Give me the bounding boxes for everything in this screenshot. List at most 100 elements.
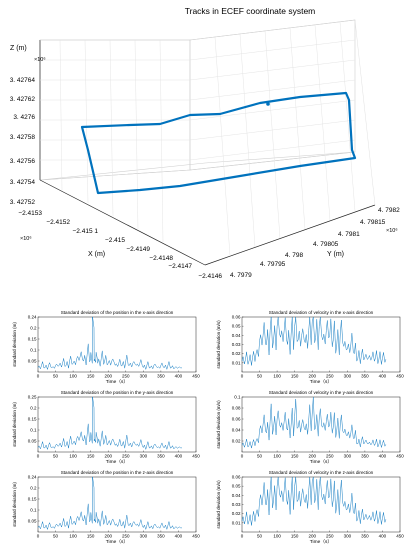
y-tick-label: 0.1 (30, 428, 37, 433)
z-tick: 3. 4276 (13, 114, 35, 121)
y-tick: 4. 798 (285, 252, 303, 259)
x-tick: −2.415 1 (73, 228, 99, 235)
y-tick-label: 0.1 (30, 348, 37, 353)
y-tick-label: 0.05 (28, 359, 37, 364)
x-tick-label: 0 (241, 454, 244, 459)
x-tick-label: 200 (308, 534, 316, 539)
y-tick-label: 0.08 (232, 406, 241, 411)
x-tick-label: 100 (69, 454, 77, 459)
z-exponent: ×10⁶ (34, 56, 46, 63)
back-pane-left (39, 39, 191, 181)
right-edge (354, 19, 376, 206)
pos-z-chart: Standard deviation of the position in th… (10, 468, 202, 544)
y-tick: 4. 79805 (313, 241, 339, 248)
vel-y-svg: Standard deviation of velocity in the y-… (216, 390, 404, 464)
x-tick-label: 450 (192, 534, 200, 539)
y-tick-label: 0.03 (232, 342, 241, 347)
x-tick-label: 350 (157, 454, 165, 459)
y-tick-label: 0.06 (232, 315, 241, 320)
x-tick-label: 200 (104, 374, 112, 379)
y-tick-label: 0.02 (232, 511, 241, 516)
z-tick: 3. 42756 (10, 158, 36, 165)
x-tick-label: 150 (87, 534, 95, 539)
x-tick-label: 100 (273, 534, 281, 539)
y-tick-label: 0.02 (232, 351, 241, 356)
pos-z-svg: Standard deviation of the position in th… (12, 470, 200, 544)
y-tick-label: 0.01 (232, 360, 241, 365)
x-tick-label: 50 (257, 454, 263, 459)
vel-x-svg: Standard deviation of velocity in the x-… (216, 310, 404, 384)
x-tick-label: 0 (37, 454, 40, 459)
x-tick-label: 0 (241, 534, 244, 539)
y-tick-label: 0.05 (232, 484, 241, 489)
y-tick-label: 0.06 (232, 475, 241, 480)
x-tick-label: 50 (53, 534, 59, 539)
x-exponent: ×10⁶ (20, 235, 32, 242)
pos-x-chart: Standard deviation of the position in th… (10, 308, 202, 384)
x-tick-label: 100 (69, 374, 77, 379)
subplot-title: Standard deviation of the position in th… (61, 310, 174, 315)
x-tick-label: 100 (69, 534, 77, 539)
subplot-title: Standard deviation of velocity in the x-… (269, 310, 374, 315)
x-axis-label: Time（s） (106, 459, 128, 464)
x-axis-line (39, 179, 206, 266)
x-tick-label: 200 (104, 534, 112, 539)
x-tick-label: 350 (361, 374, 369, 379)
x-tick-label: 300 (344, 454, 352, 459)
y-tick-label: 0.06 (232, 417, 241, 422)
series-line (37, 396, 183, 451)
y-tick-label: 0.05 (232, 324, 241, 329)
x-tick-label: 450 (396, 534, 404, 539)
pos-y-chart: Standard deviation of the position in th… (10, 388, 202, 464)
x-tick-label: 250 (122, 534, 130, 539)
z-tick: 3. 42764 (10, 77, 36, 84)
x-tick-label: 150 (291, 534, 299, 539)
y-tick: 4. 7982 (378, 207, 400, 214)
y-tick: 4. 7981 (338, 231, 360, 238)
top-edge-right (189, 19, 356, 41)
y-tick-label: 0.03 (232, 502, 241, 507)
z-tick: 3. 42758 (10, 134, 36, 141)
y-axis-label: standard deviation (m/s) (216, 320, 221, 369)
x-tick-label: 400 (379, 374, 387, 379)
x-tick-label: 0 (241, 374, 244, 379)
y-axis-line (204, 204, 376, 266)
x-tick-label: 350 (157, 534, 165, 539)
x-tick: −2.4153 (18, 210, 42, 217)
z-axis-label: Z (m) (10, 45, 27, 52)
x-tick-label: 0 (37, 534, 40, 539)
x-tick: −2.4148 (149, 255, 173, 262)
x-axis-label: Time（s） (106, 379, 128, 384)
y-axis-label: standard deviation (m) (12, 322, 17, 367)
subplot-title: Standard deviation of velocity in the y-… (269, 390, 374, 395)
vel-z-chart: Standard deviation of velocity in the z-… (214, 468, 406, 544)
subplot-title: Standard deviation of the position in th… (61, 390, 174, 395)
y-tick-label: 0.15 (28, 497, 37, 502)
plot-frame (241, 396, 401, 453)
y-tick-label: 0.1 (234, 395, 241, 400)
ecef-track-3d-chart: Tracks in ECEF coordinate system Z (m) ×… (10, 6, 400, 280)
grid-lines (40, 21, 356, 257)
x-tick-label: 200 (308, 374, 316, 379)
y-exponent: ×10⁶ (386, 227, 398, 234)
ecef-track-line (80, 91, 357, 195)
x-tick-label: 150 (87, 454, 95, 459)
subplot-title: Standard deviation of the position in th… (61, 470, 174, 475)
chart-title: Tracks in ECEF coordinate system (185, 6, 316, 16)
z-tick: 3. 42754 (10, 179, 36, 186)
x-tick-label: 50 (257, 534, 263, 539)
x-tick: −2.4152 (46, 219, 70, 226)
y-tick-label: 0.1 (30, 508, 37, 513)
y-tick-label: 0.15 (28, 337, 37, 342)
series-line (37, 316, 183, 371)
x-tick-label: 100 (273, 374, 281, 379)
vel-y-chart: Standard deviation of velocity in the y-… (214, 388, 406, 464)
y-tick-label: 0.04 (232, 428, 241, 433)
x-tick-label: 350 (361, 454, 369, 459)
x-tick-label: 250 (326, 534, 334, 539)
x-axis-label: Time（s） (310, 379, 332, 384)
x-tick-label: 300 (344, 374, 352, 379)
x-tick-label: 400 (379, 534, 387, 539)
series-line (241, 476, 387, 526)
x-tick-label: 250 (326, 454, 334, 459)
